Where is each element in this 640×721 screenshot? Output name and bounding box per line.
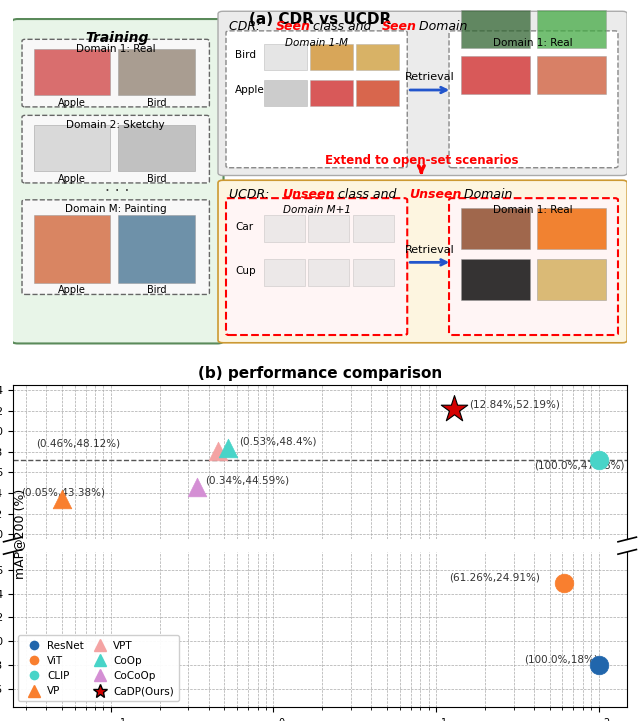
Text: (100.0%,47.18%): (100.0%,47.18%) bbox=[534, 461, 625, 471]
Point bbox=[223, 442, 234, 454]
Text: Unseen: Unseen bbox=[409, 188, 461, 201]
Text: Apple: Apple bbox=[58, 286, 86, 296]
FancyBboxPatch shape bbox=[12, 19, 223, 343]
FancyBboxPatch shape bbox=[356, 79, 399, 105]
Text: Domain 1-M: Domain 1-M bbox=[285, 37, 348, 48]
Text: Domain: Domain bbox=[460, 188, 513, 201]
Text: class and: class and bbox=[309, 20, 375, 33]
Text: Domain 1: Real: Domain 1: Real bbox=[76, 44, 156, 53]
Point bbox=[56, 494, 67, 505]
Text: Domain 1: Real: Domain 1: Real bbox=[493, 205, 573, 215]
Text: Domain 1: Real: Domain 1: Real bbox=[493, 37, 573, 48]
FancyBboxPatch shape bbox=[264, 79, 307, 105]
FancyBboxPatch shape bbox=[118, 215, 195, 283]
Text: Apple: Apple bbox=[236, 85, 265, 95]
Text: Bird: Bird bbox=[147, 98, 166, 107]
Text: (61.26%,24.91%): (61.26%,24.91%) bbox=[449, 572, 540, 583]
FancyBboxPatch shape bbox=[538, 208, 606, 249]
Text: Extend to open-set scenarios: Extend to open-set scenarios bbox=[324, 154, 518, 167]
FancyBboxPatch shape bbox=[118, 49, 195, 95]
Text: · · ·: · · · bbox=[105, 184, 129, 199]
Text: (0.46%,48.12%): (0.46%,48.12%) bbox=[36, 438, 121, 448]
Text: CDR:: CDR: bbox=[229, 20, 264, 33]
Text: Domain: Domain bbox=[415, 20, 468, 33]
Text: class and: class and bbox=[333, 188, 400, 201]
FancyBboxPatch shape bbox=[310, 44, 353, 70]
Text: mAP@200 (%): mAP@200 (%) bbox=[13, 488, 26, 579]
Text: Training: Training bbox=[86, 31, 149, 45]
Text: Retrieval: Retrieval bbox=[404, 72, 454, 82]
FancyBboxPatch shape bbox=[449, 198, 618, 335]
Text: (100.0%,18%): (100.0%,18%) bbox=[524, 655, 598, 665]
Text: Apple: Apple bbox=[58, 174, 86, 184]
FancyBboxPatch shape bbox=[218, 180, 627, 342]
Text: Cup: Cup bbox=[236, 266, 256, 276]
Point bbox=[593, 454, 604, 466]
Text: Domain 2: Sketchy: Domain 2: Sketchy bbox=[67, 120, 165, 130]
FancyBboxPatch shape bbox=[22, 40, 209, 107]
Point bbox=[593, 659, 604, 671]
FancyBboxPatch shape bbox=[118, 125, 195, 172]
Text: (a) CDR vs UCDR: (a) CDR vs UCDR bbox=[249, 12, 391, 27]
Text: Domain M+1: Domain M+1 bbox=[283, 205, 351, 215]
FancyBboxPatch shape bbox=[22, 115, 209, 183]
FancyBboxPatch shape bbox=[226, 198, 407, 335]
FancyBboxPatch shape bbox=[310, 79, 353, 105]
Text: Bird: Bird bbox=[147, 174, 166, 184]
Text: (12.84%,52.19%): (12.84%,52.19%) bbox=[469, 399, 560, 410]
Text: Bird: Bird bbox=[147, 286, 166, 296]
Text: Retrieval: Retrieval bbox=[404, 244, 454, 255]
Text: (0.34%,44.59%): (0.34%,44.59%) bbox=[205, 475, 289, 485]
Title: (b) performance comparison: (b) performance comparison bbox=[198, 366, 442, 381]
Text: UCDR:: UCDR: bbox=[229, 188, 273, 201]
FancyBboxPatch shape bbox=[34, 215, 110, 283]
FancyBboxPatch shape bbox=[538, 259, 606, 300]
Point bbox=[192, 481, 202, 492]
FancyBboxPatch shape bbox=[264, 44, 307, 70]
FancyBboxPatch shape bbox=[218, 12, 627, 175]
FancyBboxPatch shape bbox=[308, 260, 349, 286]
Text: (0.53%,48.4%): (0.53%,48.4%) bbox=[239, 437, 317, 447]
FancyBboxPatch shape bbox=[461, 10, 529, 48]
Text: Apple: Apple bbox=[58, 98, 86, 107]
FancyBboxPatch shape bbox=[34, 125, 110, 172]
FancyBboxPatch shape bbox=[264, 260, 305, 286]
Text: Seen: Seen bbox=[381, 20, 416, 33]
Point bbox=[559, 577, 569, 588]
FancyBboxPatch shape bbox=[308, 216, 349, 242]
Text: Bird: Bird bbox=[236, 50, 256, 60]
FancyBboxPatch shape bbox=[449, 31, 618, 168]
FancyBboxPatch shape bbox=[226, 31, 407, 168]
Text: Seen: Seen bbox=[276, 20, 310, 33]
Text: Domain M: Painting: Domain M: Painting bbox=[65, 204, 166, 214]
FancyBboxPatch shape bbox=[264, 216, 305, 242]
FancyBboxPatch shape bbox=[461, 259, 529, 300]
FancyBboxPatch shape bbox=[461, 56, 529, 94]
Legend: ResNet, ViT, CLIP, VP, VPT, CoOp, CoCoOp, CaDP(Ours): ResNet, ViT, CLIP, VP, VPT, CoOp, CoCoOp… bbox=[18, 635, 179, 702]
FancyBboxPatch shape bbox=[34, 49, 110, 95]
Text: (0.05%,43.38%): (0.05%,43.38%) bbox=[21, 488, 105, 498]
FancyBboxPatch shape bbox=[353, 216, 394, 242]
FancyBboxPatch shape bbox=[353, 260, 394, 286]
FancyBboxPatch shape bbox=[356, 44, 399, 70]
FancyBboxPatch shape bbox=[22, 200, 209, 294]
Text: Car: Car bbox=[236, 222, 253, 232]
FancyBboxPatch shape bbox=[461, 208, 529, 249]
Point bbox=[449, 403, 459, 415]
FancyBboxPatch shape bbox=[538, 10, 606, 48]
Point bbox=[213, 445, 223, 456]
FancyBboxPatch shape bbox=[538, 56, 606, 94]
Text: Unseen: Unseen bbox=[282, 188, 334, 201]
